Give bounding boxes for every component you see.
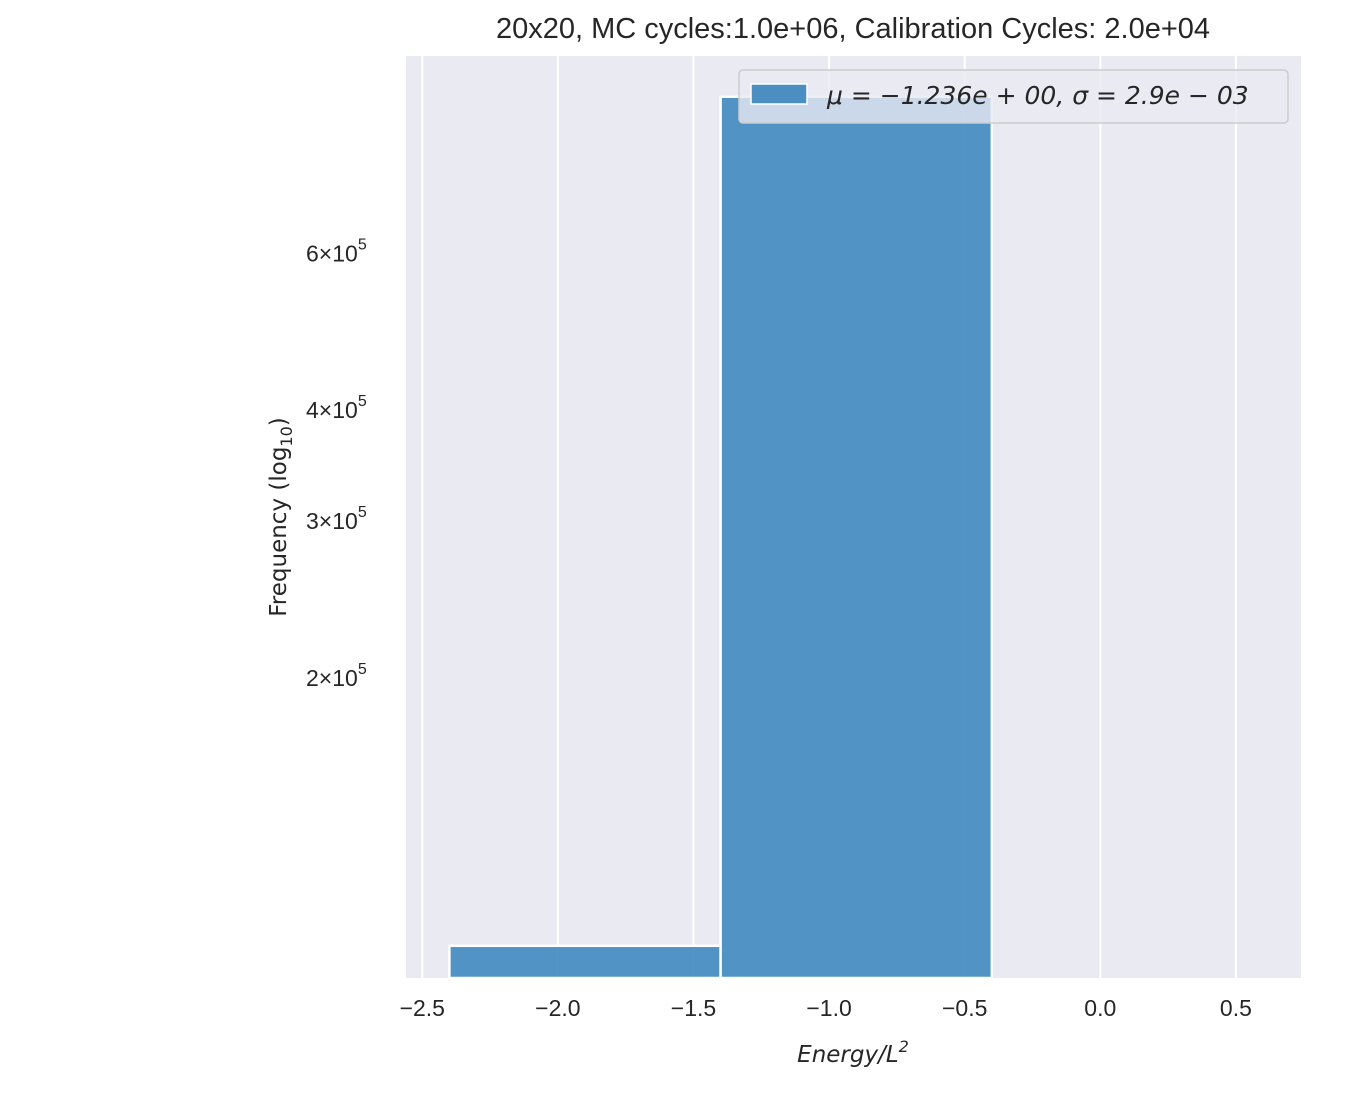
y-axis-label-tail: ) xyxy=(266,417,292,426)
x-tick-label: −2.0 xyxy=(535,995,580,1021)
y-tick-exponent: 5 xyxy=(358,393,367,410)
chart-title: 20x20, MC cycles:1.0e+06, Calibration Cy… xyxy=(496,13,1210,45)
y-tick-mantissa: 6 xyxy=(306,240,319,266)
legend-box xyxy=(738,69,1289,124)
y-axis-label-text: Frequency (log xyxy=(266,447,292,617)
y-tick-exponent: 5 xyxy=(358,661,367,678)
x-axis-label: Energy/L2 xyxy=(797,1037,909,1068)
y-axis-label-sub: 10 xyxy=(277,426,296,446)
y-axis-label: Frequency (log10) xyxy=(266,417,296,617)
x-tick-label: −1.5 xyxy=(671,995,716,1021)
y-tick-times: ×10 xyxy=(319,397,358,423)
y-tick-exponent: 5 xyxy=(358,504,367,521)
y-tick-label: 4×105 xyxy=(306,393,367,423)
x-tick-label: −0.5 xyxy=(942,995,987,1021)
y-tick-mantissa: 2 xyxy=(306,665,319,691)
y-tick-times: ×10 xyxy=(319,508,358,534)
legend: μ = −1.236e + 00, σ = 2.9e − 03 xyxy=(738,69,1289,124)
y-tick-label: 2×105 xyxy=(306,661,367,691)
x-axis-label-sup: 2 xyxy=(899,1037,909,1056)
y-tick-times: ×10 xyxy=(319,665,358,691)
x-tick-label: −1.0 xyxy=(806,995,851,1021)
histogram-bar xyxy=(448,944,722,980)
y-tick-times: ×10 xyxy=(319,240,358,266)
x-tick-label: 0.0 xyxy=(1084,995,1116,1021)
x-tick-label: −2.5 xyxy=(400,995,445,1021)
legend-swatch xyxy=(750,83,808,105)
y-tick-mantissa: 3 xyxy=(306,508,319,534)
x-tick-label: 0.5 xyxy=(1220,995,1252,1021)
histogram-bars xyxy=(448,95,994,980)
y-tick-label: 6×105 xyxy=(306,236,367,266)
y-tick-exponent: 5 xyxy=(358,236,367,253)
y-tick-mantissa: 4 xyxy=(306,397,319,423)
x-tick-labels: −2.5 −2.0 −1.5 −1.0 −0.5 0.0 0.5 xyxy=(400,995,1252,1021)
y-tick-label: 3×105 xyxy=(306,504,367,534)
x-axis-label-var: Energy/L xyxy=(797,1042,899,1068)
legend-label: μ = −1.236e + 00, σ = 2.9e − 03 xyxy=(826,81,1249,110)
histogram-bar xyxy=(719,95,994,980)
